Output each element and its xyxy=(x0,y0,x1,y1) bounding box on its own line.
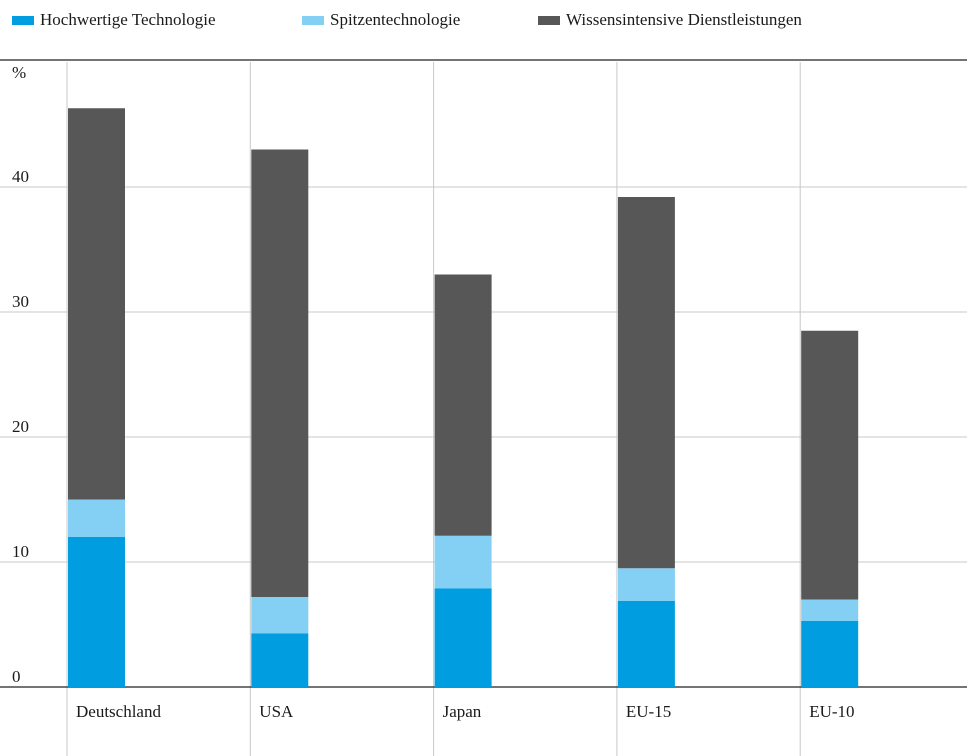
legend-item-wissensintensive-dienstleistungen: Wissensintensive Dienstleistungen xyxy=(538,10,802,30)
x-tick-label: USA xyxy=(259,702,294,721)
legend-item-spitzentechnologie: Spitzentechnologie xyxy=(302,10,460,30)
bar-segment xyxy=(251,597,309,634)
bar-segment xyxy=(617,600,675,687)
bar-segment xyxy=(617,197,675,569)
bar-segment xyxy=(68,108,125,500)
legend-label: Wissensintensive Dienstleistungen xyxy=(566,10,802,29)
bar-segment xyxy=(68,499,125,537)
bar-segment xyxy=(251,149,309,597)
y-tick-label: 0 xyxy=(12,667,21,686)
bar-segment xyxy=(251,633,309,687)
x-tick-label: EU-10 xyxy=(809,702,854,721)
bar-segment xyxy=(617,568,675,601)
legend-swatch xyxy=(302,15,324,25)
bar-segment xyxy=(801,330,859,600)
y-tick-label: 40 xyxy=(12,167,29,186)
x-tick-label: Deutschland xyxy=(76,702,161,721)
legend-label: Spitzentechnologie xyxy=(330,10,461,29)
bar-segment xyxy=(801,620,859,687)
legend-swatch xyxy=(12,15,34,25)
legend-swatch xyxy=(538,15,560,25)
legend-item-hochwertige-technologie: Hochwertige Technologie xyxy=(12,10,216,30)
x-tick-label: EU-15 xyxy=(626,702,671,721)
x-tick-label: Japan xyxy=(443,702,482,721)
y-tick-label: 10 xyxy=(12,542,29,561)
bar-segment xyxy=(434,535,492,589)
bar-segment xyxy=(434,274,492,536)
bar-segment xyxy=(801,599,859,621)
legend: Hochwertige Technologie Spitzentechnolog… xyxy=(12,10,952,34)
legend-label: Hochwertige Technologie xyxy=(40,10,216,29)
y-unit-label: % xyxy=(12,63,26,82)
y-tick-label: 20 xyxy=(12,417,29,436)
bar-segment xyxy=(68,537,125,687)
y-tick-label: 30 xyxy=(12,292,29,311)
bar-segment xyxy=(434,588,492,687)
